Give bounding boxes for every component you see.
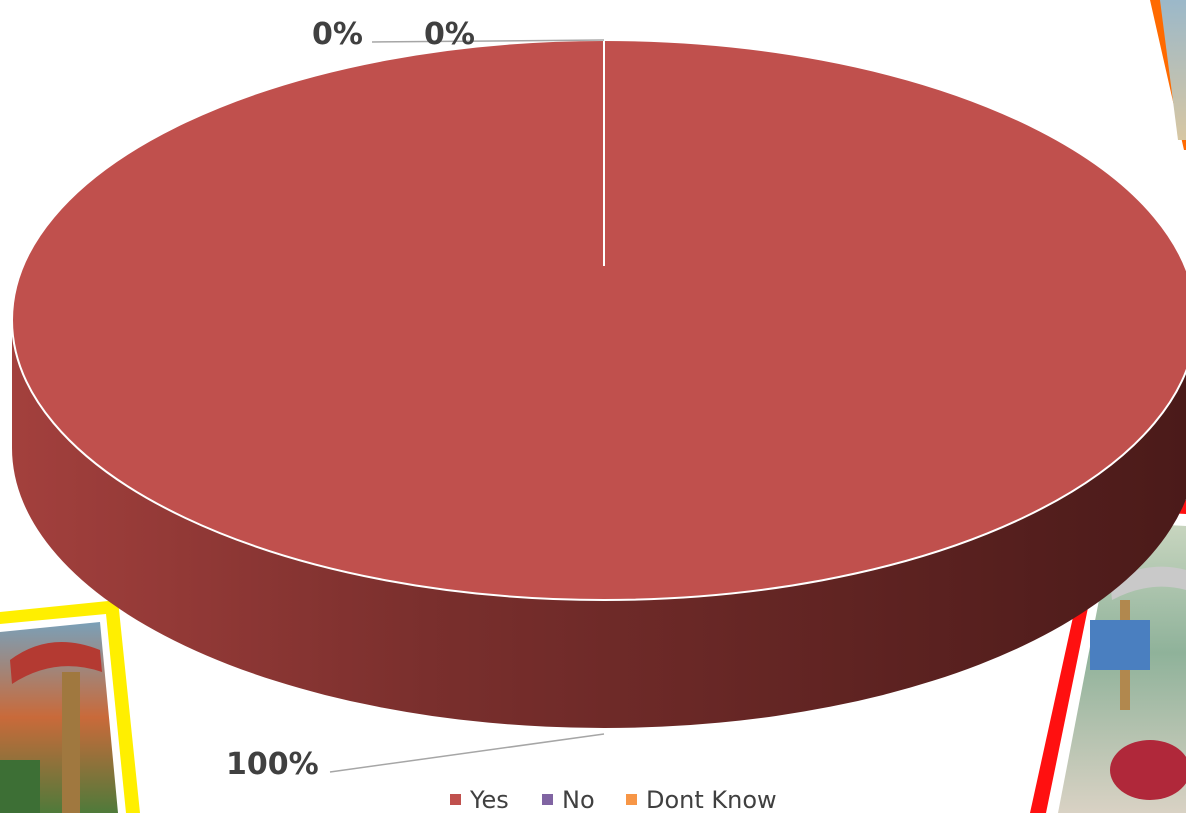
pie-side — [12, 320, 1186, 728]
legend-swatch-dont-know — [626, 794, 637, 805]
pie-slice-yes — [11, 39, 1186, 601]
data-label-no: 0% — [312, 17, 363, 52]
data-label-dont-know: 0% — [424, 17, 475, 52]
bottom-left-photo-frame — [0, 600, 140, 813]
top-right-photo-frame — [1150, 0, 1186, 150]
legend-swatch-no — [542, 794, 553, 805]
leader-line-no — [371, 39, 605, 43]
leader-line-yes — [329, 733, 605, 773]
legend-entry-no: No — [562, 786, 595, 813]
legend-swatch-yes — [450, 794, 461, 805]
legend-entry-dont-know: Dont Know — [646, 786, 777, 813]
legend-entry-yes: Yes — [469, 786, 509, 813]
bottom-right-photo-frame — [1030, 494, 1186, 813]
data-label-yes: 100% — [226, 747, 319, 782]
